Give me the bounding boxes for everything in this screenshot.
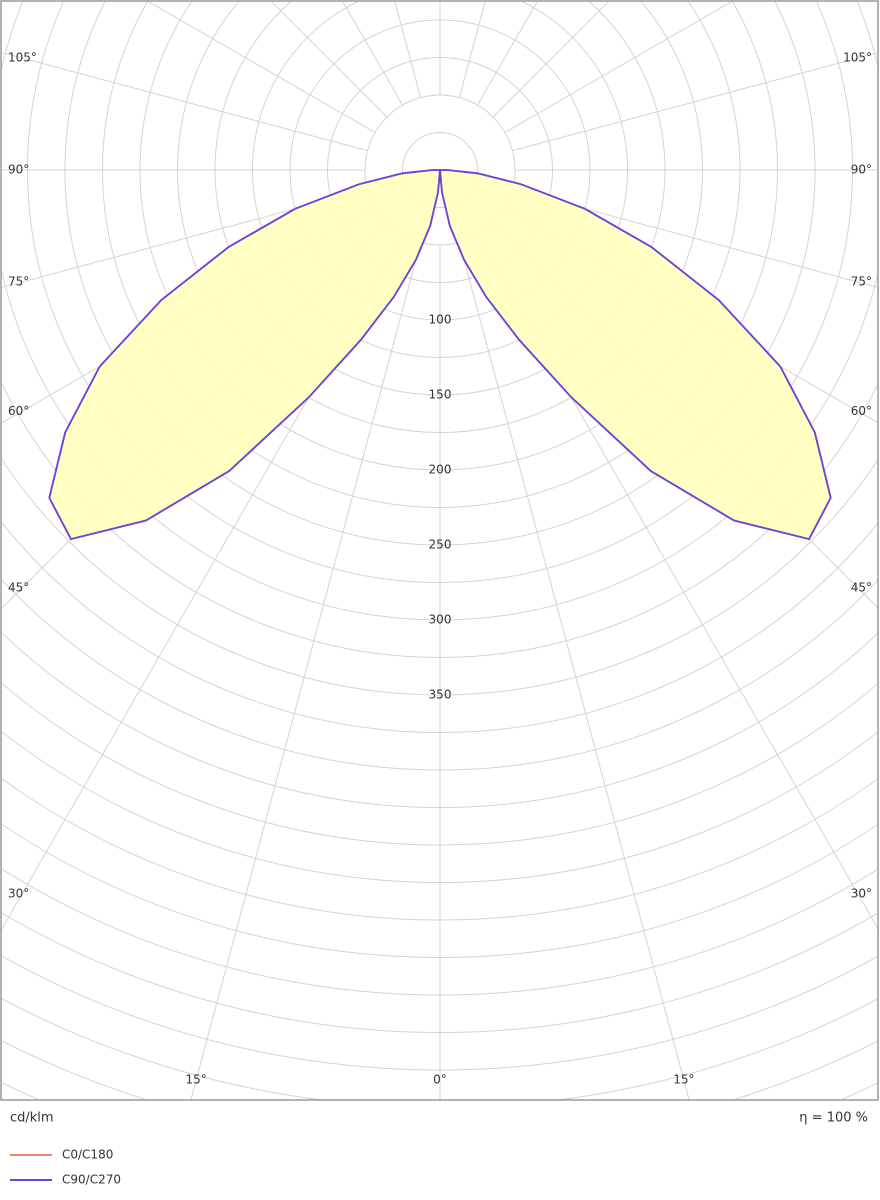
r-tick-label: 200 (429, 463, 452, 477)
r-tick-label: 150 (429, 388, 452, 402)
efficiency-label: η = 100 % (799, 1111, 868, 1126)
r-tick-label: 250 (429, 538, 452, 552)
light-lobe (48, 169, 441, 541)
radial-line (270, 1, 388, 118)
radial-line (458, 242, 690, 1100)
angle-tick-label: 75° (8, 275, 29, 289)
angle-tick-label: 105° (8, 50, 37, 64)
radial-line (341, 1, 403, 106)
radial-line (504, 1, 734, 133)
r-tick-label: 350 (429, 688, 452, 702)
radial-line (1, 188, 368, 289)
radial-line (1, 51, 368, 152)
angle-tick-label: 90° (851, 163, 872, 177)
angle-tick-label: 30° (8, 886, 29, 900)
angle-tick-label: 60° (8, 404, 29, 418)
r-tick-label: 100 (429, 313, 452, 327)
radial-line (512, 52, 878, 152)
radial-line (512, 188, 878, 288)
radial-line (458, 1, 486, 98)
grid-ring (402, 132, 478, 208)
r-tick-label: 300 (429, 613, 452, 627)
radial-line (190, 242, 422, 1100)
angle-tick-label: 30° (851, 886, 872, 900)
angle-tick-label: 0° (433, 1073, 447, 1087)
legend-label: C0/C180 (62, 1148, 113, 1162)
legend: C0/C180 C90/C270 (10, 1148, 121, 1187)
angle-tick-label: 90° (8, 163, 29, 177)
unit-label: cd/klm (10, 1111, 54, 1126)
radial-line (146, 1, 376, 133)
radial-line (492, 1, 610, 118)
light-lobe (439, 169, 832, 541)
angle-tick-label: 15° (186, 1073, 207, 1087)
radial-line (394, 1, 422, 98)
plot-border (0, 0, 879, 1101)
angle-tick-label: 45° (8, 581, 29, 595)
legend-label: C90/C270 (62, 1173, 121, 1187)
angle-tick-label: 15° (673, 1073, 694, 1087)
angle-tick-label: 75° (851, 275, 872, 289)
radial-line (477, 1, 539, 106)
angle-tick-label: 45° (851, 581, 872, 595)
angle-tick-label: 60° (851, 404, 872, 418)
angle-tick-label: 105° (843, 50, 872, 64)
